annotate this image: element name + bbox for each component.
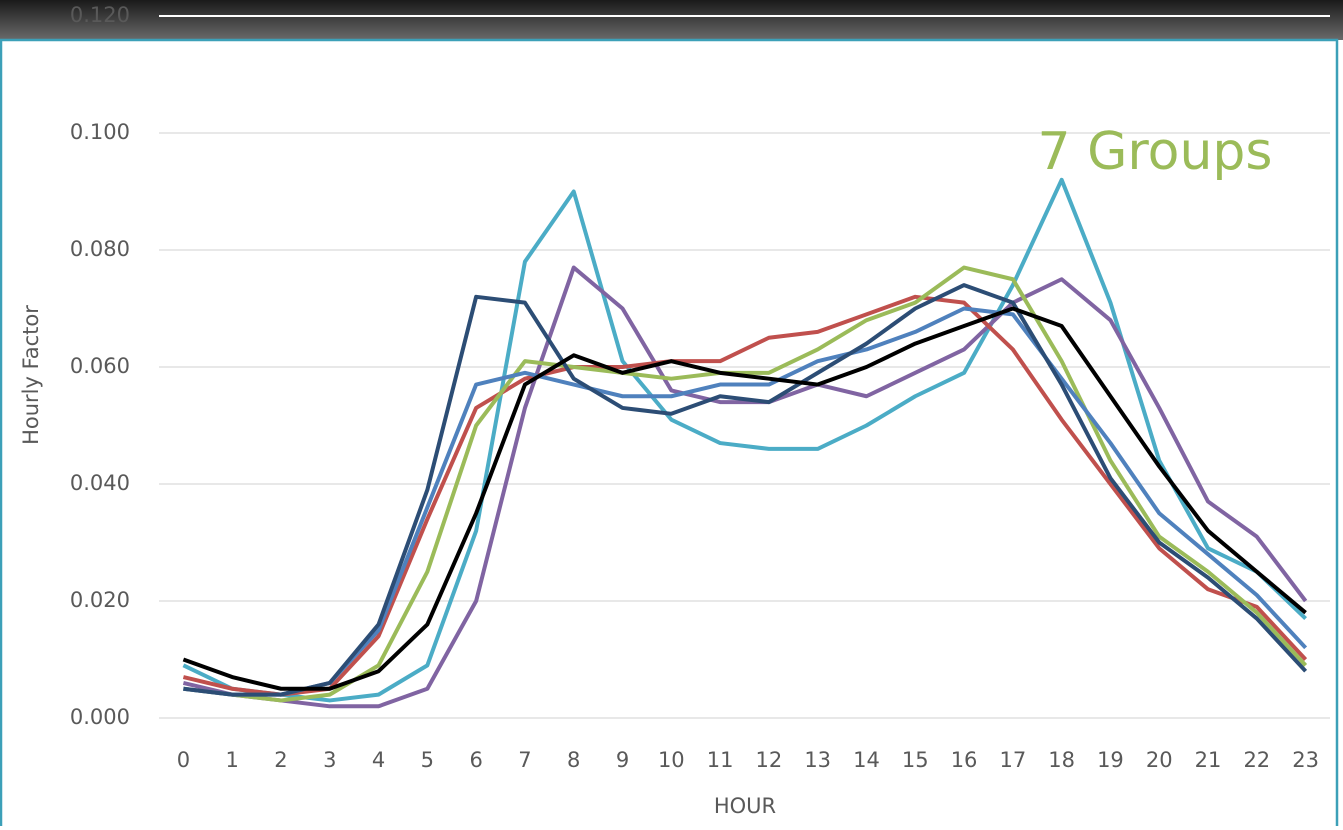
- series-line: [183, 283, 1308, 697]
- y-axis-label: Hourly Factor: [19, 305, 43, 445]
- x-tick-label: 8: [567, 748, 580, 772]
- y-tick-label: 0.100: [70, 120, 130, 144]
- x-tick-label: 19: [1097, 748, 1124, 772]
- x-tick-label: 9: [616, 748, 629, 772]
- y-tick-label: 0.000: [70, 705, 130, 729]
- y-tick-label: 0.060: [70, 354, 130, 378]
- x-tick-label: 0: [177, 748, 190, 772]
- x-tick-label: 13: [804, 748, 831, 772]
- x-tick-label: 16: [951, 748, 978, 772]
- x-tick-label: 18: [1048, 748, 1075, 772]
- x-tick-label: 15: [902, 748, 929, 772]
- x-tick-label: 10: [658, 748, 685, 772]
- series-line: [182, 177, 1307, 703]
- lines: [182, 177, 1308, 709]
- x-tick-label: 23: [1292, 748, 1319, 772]
- x-axis-label: HOUR: [714, 794, 776, 818]
- y-tick-label: 0.020: [70, 588, 130, 612]
- x-tick-label: 3: [323, 748, 336, 772]
- x-tick-label: 11: [707, 748, 734, 772]
- x-tick-label: 12: [756, 748, 783, 772]
- y-tick-label: 0.040: [70, 471, 130, 495]
- x-tick-label: 2: [274, 748, 287, 772]
- frame: [0, 38, 1339, 830]
- y-tick-label: 0.080: [70, 237, 130, 261]
- series-line: [182, 306, 1307, 691]
- x-tick-label: 1: [226, 748, 239, 772]
- series-line: [183, 306, 1308, 697]
- series-line: [182, 265, 1308, 709]
- series-line: [183, 265, 1308, 703]
- x-tick-label: 7: [518, 748, 531, 772]
- series-line: [182, 294, 1308, 697]
- x-tick-label: 6: [469, 748, 482, 772]
- top-bar: [0, 0, 1343, 40]
- x-tick-label: 20: [1146, 748, 1173, 772]
- annotation: 7 Groups: [1037, 122, 1272, 182]
- x-tick-label: 17: [999, 748, 1026, 772]
- x-tick-label: 5: [421, 748, 434, 772]
- x-tick-label: 21: [1195, 748, 1222, 772]
- x-tick-label: 4: [372, 748, 385, 772]
- y-tick-label: 0.120: [70, 3, 130, 27]
- x-tick-label: 14: [853, 748, 880, 772]
- grid: [159, 15, 1330, 719]
- x-tick-label: 22: [1243, 748, 1270, 772]
